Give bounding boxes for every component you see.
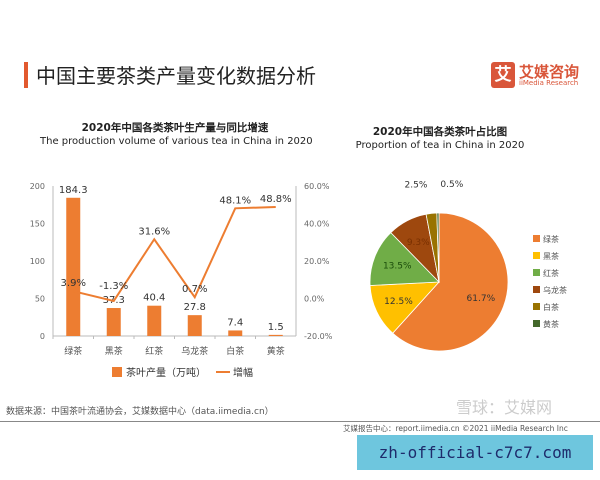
- right-tick-label: 40.0%: [304, 220, 330, 229]
- legend-swatch-bar: [112, 367, 122, 377]
- pie-value-label: 61.7%: [467, 294, 496, 304]
- legend-label: 黑茶: [543, 251, 559, 261]
- left-tick-label: 100: [30, 257, 45, 266]
- legend-swatch: [533, 252, 540, 259]
- category-label: 红茶: [145, 345, 163, 357]
- logo-en: iiMedia Research: [519, 79, 579, 87]
- right-tick-label: 0.0%: [304, 295, 325, 304]
- bar: [106, 308, 121, 336]
- right-tick-label: 60.0%: [304, 182, 330, 191]
- bar: [66, 197, 81, 336]
- pie-slice: [436, 212, 440, 283]
- legend-swatch: [533, 235, 540, 242]
- bar: [187, 315, 202, 336]
- growth-line: [73, 206, 276, 303]
- bar-value-label: 27.8: [184, 302, 206, 313]
- legend-swatch: [533, 303, 540, 310]
- growth-value-label: 48.8%: [260, 194, 292, 205]
- bar: [147, 305, 162, 336]
- growth-value-label: 3.9%: [61, 278, 86, 289]
- left-tick-label: 50: [35, 295, 45, 304]
- legend-label: 绿茶: [543, 234, 559, 244]
- data-source: 数据来源：中国茶叶流通协会，艾媒数据中心（data.iimedia.cn）: [6, 407, 274, 417]
- legend-swatch: [533, 286, 540, 293]
- right-tick-label: 20.0%: [304, 257, 330, 266]
- bar-line-chart: 0 50 100 150 200 -20.0% 0.0% 20.0% 40.0% 60.0% 184…: [30, 182, 333, 379]
- logo-cn: 艾媒咨询: [519, 63, 580, 81]
- title-accent-bar: [24, 62, 28, 88]
- pie-slice: [392, 212, 509, 352]
- pie-value-label: 13.5%: [383, 262, 412, 272]
- category-label: 绿茶: [64, 345, 82, 357]
- bar-value-label: 7.4: [227, 317, 243, 328]
- logo-mark: 艾: [491, 62, 515, 88]
- pie-value-label: 12.5%: [384, 297, 413, 307]
- category-label: 白茶: [226, 345, 244, 357]
- divider: [0, 421, 600, 422]
- bar: [228, 330, 243, 336]
- bar-chart-title: 2020年中国各类茶叶生产量与同比增速: [81, 122, 269, 134]
- bar-value-label: 40.4: [143, 293, 165, 304]
- legend-label: 白茶: [543, 302, 559, 312]
- pie-slice: [369, 232, 440, 286]
- legend-label: 红茶: [543, 268, 559, 278]
- growth-value-label: -1.3%: [99, 281, 128, 292]
- growth-value-label: 0.7%: [182, 284, 207, 295]
- growth-value-label: 31.6%: [138, 226, 170, 237]
- left-tick-label: 0: [40, 332, 45, 341]
- legend-label: 乌龙茶: [543, 285, 567, 295]
- left-tick-label: 200: [30, 182, 45, 191]
- pie-chart-subtitle: Proportion of tea in China in 2020: [355, 140, 525, 151]
- legend-label: 黄茶: [543, 319, 559, 329]
- left-tick-label: 150: [30, 220, 45, 229]
- pie-chart-title: 2020年中国各类茶叶占比图: [372, 126, 508, 138]
- category-label: 黄茶: [267, 345, 285, 357]
- category-label: 黑茶: [105, 345, 123, 357]
- url-banner: zh-official-c7c7.com: [357, 435, 593, 470]
- bar-chart-subtitle: The production volume of various tea in …: [40, 136, 313, 147]
- bar-value-label: 1.5: [268, 322, 284, 333]
- legend-swatch: [533, 269, 540, 276]
- category-label: 乌龙茶: [181, 345, 208, 357]
- right-tick-label: -20.0%: [304, 332, 333, 341]
- legend-label-bar: 茶叶产量（万吨）: [126, 366, 206, 379]
- bar: [268, 334, 283, 336]
- logo: 艾 艾媒咨询 iiMedia Research: [491, 62, 600, 92]
- page-title: 中国主要茶类产量变化数据分析: [36, 64, 316, 88]
- pie-value-label: 9.3%: [407, 238, 430, 248]
- pie-value-label: 2.5%: [405, 180, 428, 190]
- bar-value-label: 184.3: [59, 185, 88, 196]
- pie-value-label: 0.5%: [440, 180, 463, 190]
- footer-report: 艾媒报告中心：report.iimedia.cn ©2021 iiMedia R…: [343, 424, 568, 433]
- growth-value-label: 48.1%: [219, 195, 251, 206]
- legend-label-line: 增幅: [233, 366, 253, 379]
- watermark: 雪球：艾媒网: [456, 398, 553, 417]
- legend-swatch: [533, 320, 540, 327]
